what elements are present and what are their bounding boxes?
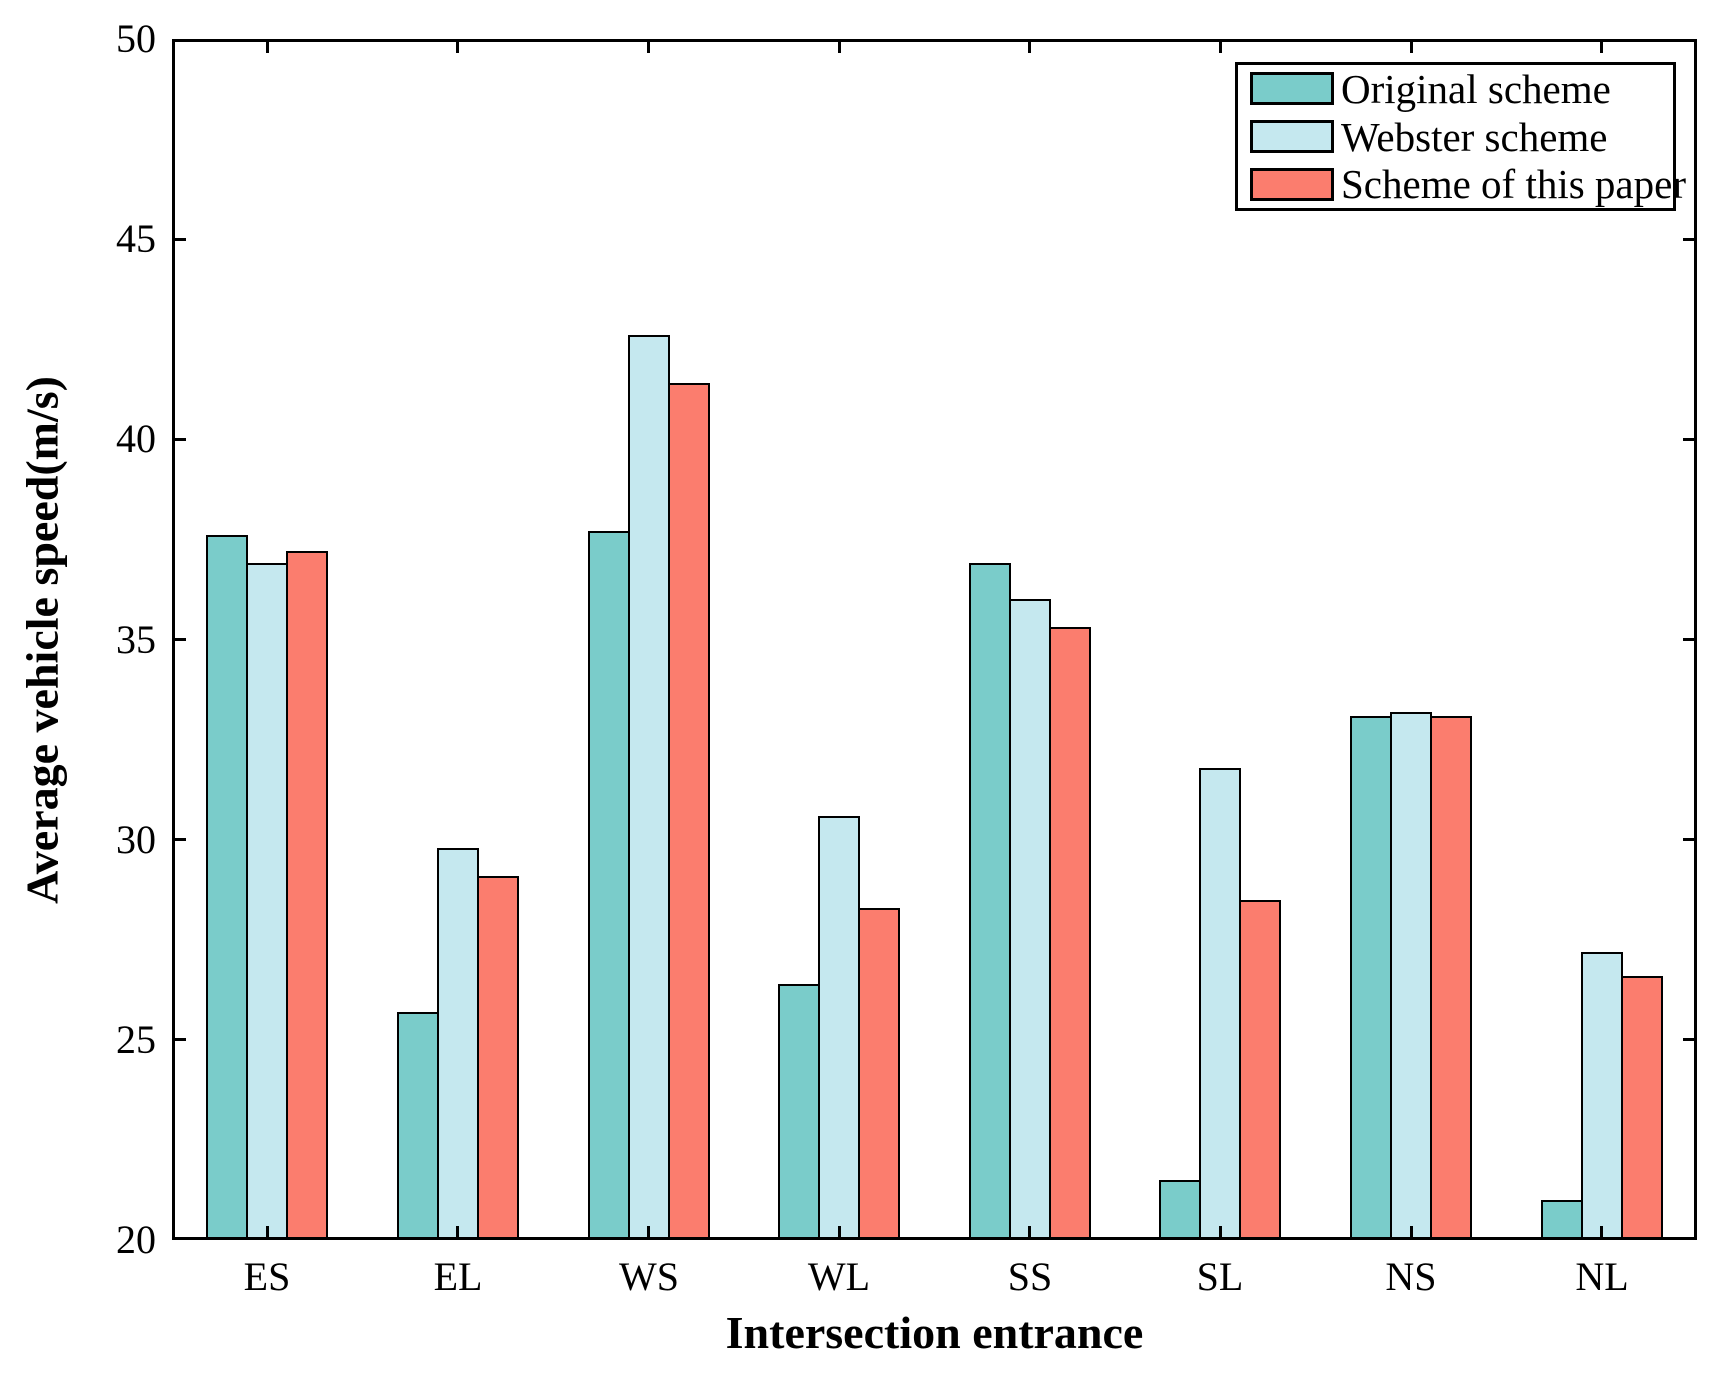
- x-tick-label: WS: [619, 1254, 679, 1299]
- x-tick-mark: [456, 1226, 459, 1240]
- bar-SL-series2: [1199, 768, 1241, 1240]
- bar-SS-series2: [1009, 599, 1051, 1240]
- y-tick-mark: [172, 838, 186, 841]
- y-tick-label: 30: [116, 817, 156, 862]
- x-tick-mark: [1410, 1226, 1413, 1240]
- x-tick-label: SL: [1196, 1254, 1244, 1299]
- x-tick-label: ES: [243, 1254, 291, 1299]
- bar-ES-series1: [206, 535, 248, 1240]
- bar-WS-series3: [668, 383, 710, 1240]
- bar-NS-series3: [1430, 716, 1472, 1240]
- bar-NL-series2: [1581, 952, 1623, 1240]
- legend-item: Original scheme: [1238, 65, 1673, 113]
- plot-area: Original scheme Webster scheme Scheme of t…: [172, 39, 1697, 1240]
- y-tick-mark: [172, 638, 186, 641]
- y-tick-label: 35: [116, 617, 156, 662]
- y-tick-mark: [1683, 838, 1697, 841]
- x-axis-label: Intersection entrance: [725, 1307, 1144, 1358]
- x-tick-mark: [1219, 39, 1222, 53]
- x-tick-mark: [838, 1226, 841, 1240]
- legend-swatch-icon: [1250, 167, 1334, 201]
- legend-label: Scheme of this paper: [1341, 161, 1686, 208]
- legend-swatch-icon: [1250, 120, 1334, 153]
- x-tick-mark: [1600, 39, 1603, 53]
- x-tick-mark: [647, 1226, 650, 1240]
- bar-EL-series2: [437, 848, 479, 1240]
- bar-NL-series1: [1541, 1200, 1583, 1240]
- bar-NS-series2: [1390, 712, 1432, 1240]
- y-tick-mark: [1683, 438, 1697, 441]
- y-tick-label: 20: [116, 1217, 156, 1262]
- bar-WS-series1: [588, 531, 630, 1240]
- legend-label: Original scheme: [1341, 65, 1611, 112]
- x-tick-mark: [1028, 1226, 1031, 1240]
- y-tick-label: 45: [116, 216, 156, 261]
- legend-label: Webster scheme: [1341, 113, 1608, 160]
- bar-EL-series3: [477, 876, 519, 1240]
- bar-NL-series3: [1621, 976, 1663, 1240]
- y-tick-mark: [172, 438, 186, 441]
- legend: Original scheme Webster scheme Scheme of t…: [1235, 62, 1686, 211]
- y-tick-label: 25: [116, 1017, 156, 1062]
- x-tick-mark: [1219, 1226, 1222, 1240]
- legend-item: Scheme of this paper: [1238, 160, 1686, 208]
- bar-WL-series2: [818, 816, 860, 1240]
- bar-SS-series3: [1049, 627, 1091, 1240]
- y-tick-mark: [172, 238, 186, 241]
- x-tick-mark: [266, 1226, 269, 1240]
- x-tick-label: NS: [1385, 1254, 1437, 1299]
- x-tick-label: EL: [433, 1254, 483, 1299]
- y-tick-mark: [172, 1038, 186, 1041]
- y-tick-mark: [1683, 1038, 1697, 1041]
- x-tick-label: NL: [1575, 1254, 1629, 1299]
- bar-EL-series1: [397, 1012, 439, 1240]
- x-tick-label: SS: [1007, 1254, 1053, 1299]
- bar-WL-series1: [778, 984, 820, 1240]
- bar-WS-series2: [628, 335, 670, 1240]
- x-tick-mark: [266, 39, 269, 53]
- bar-SL-series3: [1239, 900, 1281, 1240]
- bar-WL-series3: [858, 908, 900, 1240]
- x-tick-mark: [838, 39, 841, 53]
- x-tick-mark: [1028, 39, 1031, 53]
- bar-SL-series1: [1159, 1180, 1201, 1240]
- y-tick-mark: [1683, 638, 1697, 641]
- x-tick-label: WL: [807, 1254, 871, 1299]
- y-tick-mark: [1683, 238, 1697, 241]
- bar-NS-series1: [1350, 716, 1392, 1240]
- legend-item: Webster scheme: [1238, 113, 1673, 161]
- x-tick-mark: [647, 39, 650, 53]
- legend-swatch-icon: [1250, 72, 1334, 106]
- x-tick-mark: [456, 39, 459, 53]
- bar-ES-series2: [246, 563, 288, 1240]
- bar-ES-series3: [286, 551, 328, 1240]
- bar-SS-series1: [969, 563, 1011, 1240]
- y-tick-label: 40: [116, 416, 156, 461]
- x-tick-mark: [1410, 39, 1413, 53]
- x-tick-mark: [1600, 1226, 1603, 1240]
- y-tick-label: 50: [116, 16, 156, 61]
